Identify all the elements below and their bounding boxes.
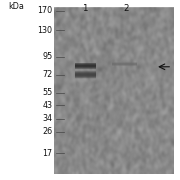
Text: 170: 170 <box>37 6 53 15</box>
Text: 130: 130 <box>37 26 53 35</box>
Text: 72: 72 <box>42 70 53 79</box>
Bar <box>54 8 174 174</box>
Text: 17: 17 <box>42 149 53 158</box>
Text: 34: 34 <box>42 114 53 123</box>
Text: 1: 1 <box>82 4 87 13</box>
Text: 55: 55 <box>42 88 53 97</box>
Text: kDa: kDa <box>8 3 24 12</box>
Text: 2: 2 <box>123 4 129 13</box>
Text: 26: 26 <box>42 127 53 136</box>
Text: 95: 95 <box>42 52 53 61</box>
Text: 43: 43 <box>42 101 53 110</box>
